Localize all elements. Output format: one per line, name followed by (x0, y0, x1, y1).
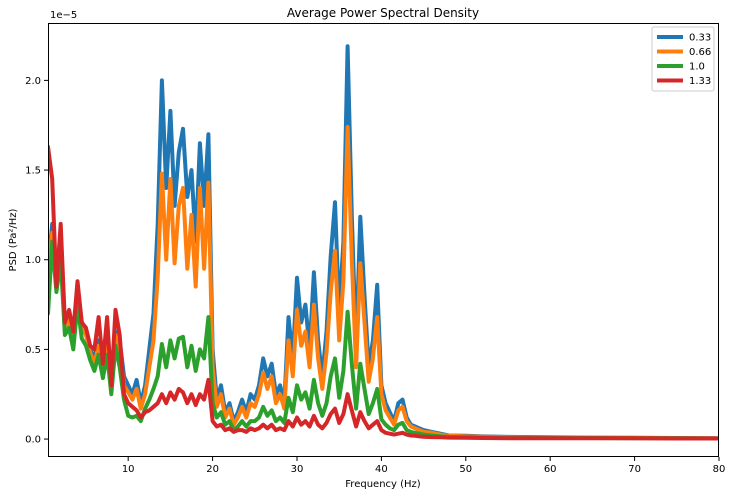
x-tick-label: 60 (544, 464, 557, 475)
plot-area (48, 23, 719, 457)
y-tick-label: 0.5 (25, 345, 41, 356)
series-line-3 (48, 239, 719, 441)
series-layer (48, 44, 719, 441)
y-tick-label: 2.0 (25, 76, 41, 87)
y-axis-label: PSD (Pa²/Hz) (8, 208, 19, 271)
chart-title: Average Power Spectral Density (287, 6, 479, 20)
series-line-4 (48, 144, 719, 441)
legend-label-4: 1.33 (689, 76, 711, 87)
legend-label-3: 1.0 (689, 62, 705, 73)
y-offset-text: 1e−5 (50, 10, 77, 21)
series-line-2 (48, 125, 719, 441)
x-axis: 10 20 30 40 50 60 70 80 (122, 457, 726, 475)
legend-label-1: 0.33 (689, 33, 711, 44)
x-tick-label: 70 (628, 464, 641, 475)
legend: 0.33 0.66 1.0 1.33 (651, 26, 715, 92)
y-axis: 0.0 0.5 1.0 1.5 2.0 (25, 76, 48, 446)
legend-label-2: 0.66 (689, 47, 711, 58)
y-tick-label: 1.5 (25, 166, 41, 177)
x-axis-label: Frequency (Hz) (345, 479, 421, 490)
x-tick-label: 40 (375, 464, 388, 475)
x-tick-label: 20 (206, 464, 219, 475)
x-tick-label: 50 (459, 464, 472, 475)
x-tick-label: 80 (713, 464, 726, 475)
x-tick-label: 10 (122, 464, 135, 475)
y-tick-label: 1.0 (25, 255, 41, 266)
plot-frame (48, 23, 719, 457)
x-tick-label: 30 (291, 464, 304, 475)
y-tick-label: 0.0 (25, 435, 41, 446)
legend-box (651, 26, 715, 92)
